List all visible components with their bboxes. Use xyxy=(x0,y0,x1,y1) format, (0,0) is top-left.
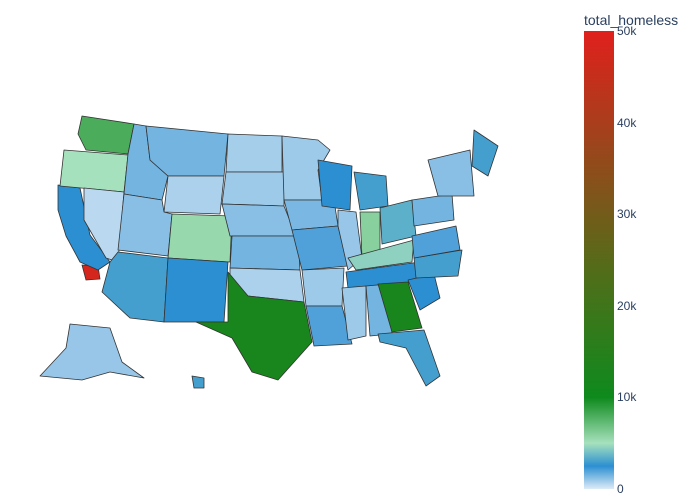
colorbar-tick: 10k xyxy=(617,390,637,405)
region-virginia[interactable] xyxy=(411,225,461,259)
region-oregon[interactable] xyxy=(59,149,129,193)
region-colorado[interactable] xyxy=(167,213,233,263)
region-nebraska[interactable] xyxy=(221,203,297,237)
region-louisiana[interactable] xyxy=(305,305,353,347)
colorbar xyxy=(584,31,614,489)
colorbar-tick: 40k xyxy=(617,115,637,130)
region-utah[interactable] xyxy=(117,193,173,257)
region-georgia[interactable] xyxy=(377,281,423,333)
region-texas[interactable] xyxy=(195,271,313,381)
region-maine[interactable] xyxy=(471,129,499,177)
region-alaska[interactable] xyxy=(39,323,145,381)
region-ohio[interactable] xyxy=(379,199,417,245)
region-wyoming[interactable] xyxy=(163,175,225,215)
region-south-dakota[interactable] xyxy=(221,171,285,207)
region-kentucky[interactable] xyxy=(347,239,415,271)
colorbar-tick: 50k xyxy=(617,24,637,38)
region-washington-west[interactable] xyxy=(77,115,135,155)
region-new-york[interactable] xyxy=(427,149,475,197)
region-hawaii[interactable] xyxy=(191,375,205,389)
region-florida[interactable] xyxy=(377,329,441,387)
colorbar-tick: 30k xyxy=(617,207,637,222)
region-wisconsin[interactable] xyxy=(317,159,353,211)
region-arizona[interactable] xyxy=(101,251,169,323)
region-new-mexico[interactable] xyxy=(163,257,229,323)
region-arkansas[interactable] xyxy=(301,267,345,307)
region-mississippi[interactable] xyxy=(341,285,367,341)
region-michigan[interactable] xyxy=(353,171,389,211)
colorbar-tick: 20k xyxy=(617,298,637,313)
colorbar-title: total_homeless xyxy=(584,12,679,28)
region-california-coast[interactable] xyxy=(57,184,111,271)
colorbar-tick: 0 xyxy=(617,482,624,496)
region-pennsylvania[interactable] xyxy=(411,193,455,227)
region-kansas[interactable] xyxy=(229,235,301,271)
region-north-dakota[interactable] xyxy=(225,133,283,173)
